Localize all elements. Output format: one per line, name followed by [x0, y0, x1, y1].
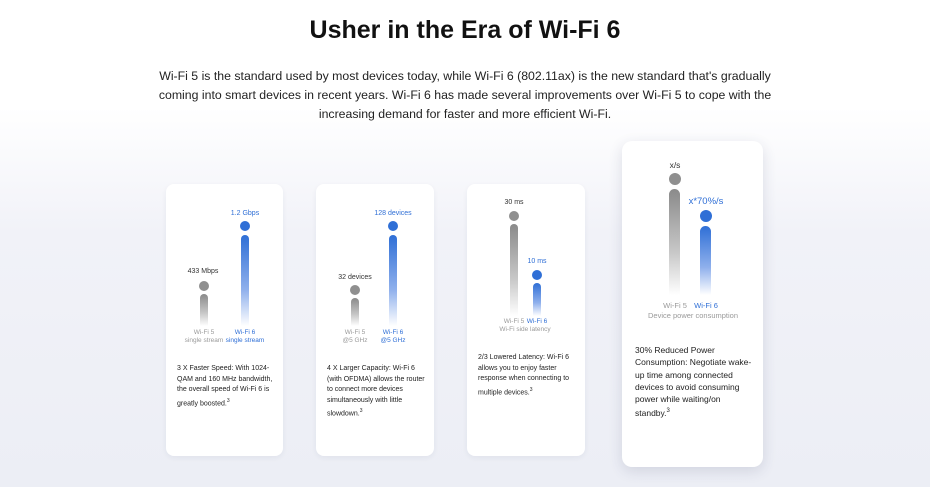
wifi6-latency-value: 10 ms: [527, 258, 547, 265]
wifi5-latency-dot: [509, 211, 519, 221]
wifi6-speed-label: Wi-Fi 6 single stream: [225, 329, 265, 344]
capacity-description: 4 X Larger Capacity: Wi-Fi 6 (with OFDMA…: [327, 365, 425, 418]
wifi6-power-value: x*70%/s: [688, 196, 724, 207]
footnote-marker: 3: [666, 408, 670, 415]
wifi5-capacity-label: Wi-Fi 5 @5 GHz: [342, 329, 368, 344]
intro-paragraph: Wi-Fi 5 is the standard used by most dev…: [158, 69, 772, 121]
footnote-marker: 3: [226, 397, 230, 404]
wifi6-capacity-value: 128 devices: [374, 210, 412, 217]
card-capacity: 32 devices 128 devices Wi-Fi 5 @5 GHz Wi-…: [316, 184, 434, 456]
wifi6-speed-bar: [241, 235, 249, 326]
wifi5-power-label: Wi-Fi 5: [663, 301, 687, 310]
card-speed: 433 Mbps 1.2 Gbps Wi-Fi 5 single stream W…: [166, 184, 283, 456]
wifi5-speed-value: 433 Mbps: [187, 268, 219, 275]
wifi5-latency-bar: [510, 224, 518, 316]
wifi6-latency-dot: [532, 270, 542, 280]
wifi6-power-bar: [700, 226, 711, 295]
wifi6-power-label: Wi-Fi 6: [694, 301, 718, 310]
wifi5-speed-label: Wi-Fi 5 single stream: [184, 329, 224, 344]
wifi5-speed-dot: [199, 281, 209, 291]
speed-description: 3 X Faster Speed: With 1024-QAM and 160 …: [177, 365, 273, 407]
wifi6-power-dot: [700, 210, 712, 222]
footnote-marker: 3: [529, 386, 533, 393]
wifi6-capacity-label: Wi-Fi 6 @5 GHz: [380, 329, 406, 344]
latency-description: 2/3 Lowered Latency: Wi-Fi 6 allows you …: [478, 354, 570, 396]
wifi5-power-dot: [669, 173, 681, 185]
wifi6-speed-dot: [240, 221, 250, 231]
wifi5-power-value: x/s: [669, 160, 681, 170]
wifi6-capacity-dot: [388, 221, 398, 231]
wifi5-capacity-dot: [350, 285, 360, 295]
footnote-marker: 3: [359, 408, 363, 414]
card-power: x/s x*70%/s Wi-Fi 5 Wi-Fi 6 Device power…: [622, 141, 763, 467]
wifi5-speed-bar: [200, 294, 208, 326]
wifi5-capacity-bar: [351, 298, 359, 326]
wifi6-speed-value: 1.2 Gbps: [230, 210, 260, 217]
wifi6-latency-bar: [533, 283, 541, 316]
wifi5-latency-value: 30 ms: [504, 199, 524, 206]
wifi6-capacity-bar: [389, 235, 397, 326]
page-title: Usher in the Era of Wi-Fi 6: [309, 16, 621, 44]
power-caption: Device power consumption: [647, 311, 739, 320]
card-latency: 30 ms 10 ms Wi-Fi 5 Wi-Fi 6 Wi-Fi side l…: [467, 184, 585, 456]
latency-caption: Wi-Fi side latency: [499, 326, 551, 333]
wifi5-capacity-value: 32 devices: [338, 274, 372, 281]
wifi5-latency-label: Wi-Fi 5: [503, 318, 525, 325]
power-description: 30% Reduced Power Consumption: Negotiate…: [635, 345, 752, 419]
wifi5-power-bar: [669, 189, 680, 295]
wifi6-latency-label: Wi-Fi 6: [526, 318, 548, 325]
